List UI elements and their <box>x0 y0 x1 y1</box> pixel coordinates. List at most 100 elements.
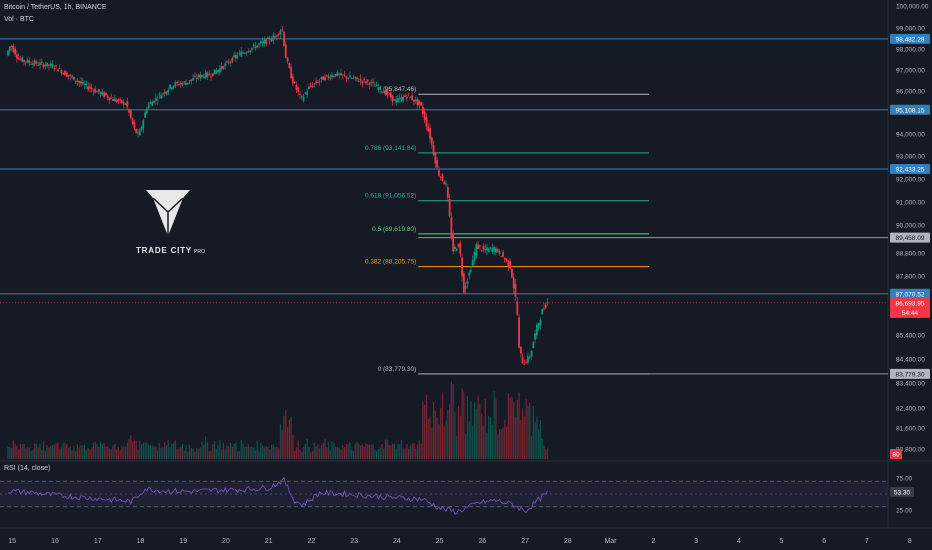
volume-bar <box>461 388 463 459</box>
candle-body <box>341 74 344 76</box>
volume-bar <box>402 448 404 459</box>
level-price-badge[interactable] <box>890 33 930 44</box>
volume-bar <box>256 440 258 459</box>
candle-body <box>286 58 289 62</box>
level-price-badge[interactable] <box>890 164 930 175</box>
candle-body <box>343 75 346 76</box>
volume-bar <box>46 445 48 459</box>
rsi-tick-label: 75.00 <box>896 476 913 483</box>
volume-bar <box>520 420 522 459</box>
candle-body <box>251 47 253 50</box>
volume-bar <box>82 445 84 459</box>
volume-bar <box>69 446 71 459</box>
rsi-legend[interactable]: RSI (14, close) <box>4 465 51 472</box>
volume-bar <box>57 442 59 459</box>
candle-body <box>480 250 483 252</box>
candle-body <box>144 112 147 118</box>
volume-bar <box>164 442 166 459</box>
candle-body <box>532 342 535 348</box>
candle-body <box>423 111 426 121</box>
volume-bar <box>151 445 153 459</box>
volume-bar <box>199 447 201 459</box>
volume-bar <box>525 399 527 459</box>
candle-body <box>519 346 522 354</box>
candle-body <box>281 29 284 31</box>
level-price-badge[interactable] <box>890 232 930 243</box>
candle-body <box>503 258 506 260</box>
volume-bar <box>281 429 283 459</box>
volume-bar <box>110 449 112 459</box>
volume-bar <box>393 443 396 459</box>
volume-bar <box>438 424 440 459</box>
volume-legend[interactable]: Vol · BTC <box>4 16 34 23</box>
candle-body <box>398 97 401 99</box>
volume-bar <box>418 440 420 459</box>
volume-bar <box>295 447 298 459</box>
volume-bar <box>327 441 330 459</box>
level-price-badge[interactable] <box>890 288 930 299</box>
candle-body <box>473 252 476 261</box>
current-price-badge[interactable] <box>890 297 930 318</box>
candle-body <box>72 76 75 81</box>
candle-body <box>160 95 163 99</box>
volume-bar <box>181 444 184 459</box>
candle-body <box>306 91 309 96</box>
candle-body <box>153 100 155 103</box>
volume-bar <box>262 445 264 459</box>
candle-body <box>188 80 191 82</box>
volume-bar <box>301 451 303 459</box>
volume-bar <box>406 443 408 459</box>
volume-bar <box>21 444 23 459</box>
volume-bar <box>121 446 123 459</box>
volume-bar <box>66 444 68 459</box>
volume-bar <box>283 416 285 459</box>
candle-body <box>258 43 260 45</box>
volume-bar <box>254 450 257 459</box>
candle-body <box>64 70 66 76</box>
candle-body <box>534 333 536 340</box>
candle-body <box>512 277 515 289</box>
volume-bar <box>224 448 226 459</box>
volume-bar <box>98 447 100 459</box>
candle-body <box>33 60 36 65</box>
symbol-legend[interactable]: Bitcoin / TetherUS, 1h, BINANCE <box>4 4 107 11</box>
volume-bar <box>504 419 506 459</box>
candle-body <box>274 36 277 38</box>
candle-body <box>302 96 305 101</box>
candle-body <box>119 99 122 100</box>
level-price-badge[interactable] <box>890 104 930 115</box>
price-tick-label: 81,600.00 <box>896 426 925 433</box>
volume-bar <box>192 448 194 459</box>
time-tick-label: 19 <box>179 538 187 545</box>
volume-bar <box>377 448 379 459</box>
candle-body <box>514 283 517 297</box>
candle-body <box>137 132 139 134</box>
volume-bar <box>187 451 189 459</box>
volume-bar <box>249 447 251 459</box>
volume-bar <box>140 444 143 459</box>
candle-body <box>461 257 463 277</box>
candle-body <box>121 100 123 103</box>
level-price-badge[interactable] <box>890 368 930 379</box>
candle-body <box>382 92 385 94</box>
volume-bar <box>479 404 481 459</box>
volume-bar <box>395 448 397 459</box>
volume-bar <box>78 447 80 459</box>
volume-bar <box>171 443 173 459</box>
volume-bar <box>34 443 36 459</box>
candle-body <box>356 77 358 79</box>
candle-body <box>340 72 342 76</box>
volume-bar <box>450 381 452 459</box>
candle-body <box>363 78 366 80</box>
candle-body <box>67 74 70 77</box>
volume-bar <box>457 405 460 459</box>
volume-bar <box>500 429 502 459</box>
volume-bar <box>532 405 534 459</box>
volume-bar <box>85 449 87 459</box>
volume-bar <box>472 425 474 459</box>
candle-body <box>99 92 102 95</box>
candle-body <box>511 268 513 278</box>
candle-body <box>324 76 326 81</box>
candle-body <box>259 41 262 44</box>
